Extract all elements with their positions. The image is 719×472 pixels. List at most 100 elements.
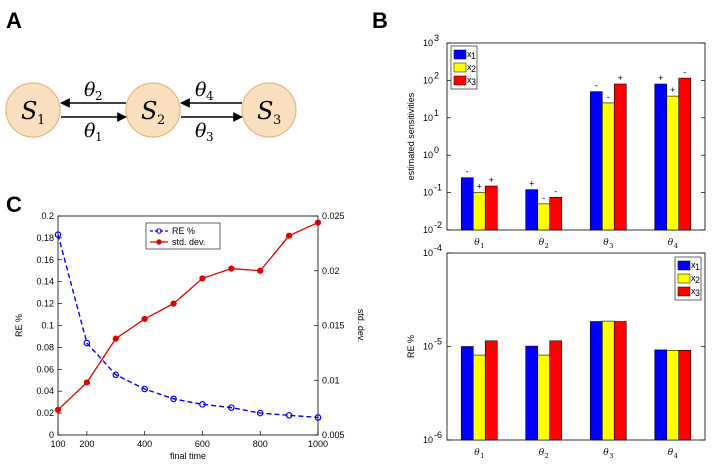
bar-x3: [678, 350, 692, 441]
data-point-re: [256, 409, 264, 417]
y-tick-label: 0.16: [36, 255, 54, 265]
bar-sign-label: -: [554, 186, 557, 196]
edge-label-theta2-subscript: 2: [95, 89, 103, 103]
x-tick-label-subscript: 2: [545, 452, 549, 460]
data-point-std-dev: [170, 300, 177, 307]
legend-label-subscript: 3: [695, 288, 700, 298]
y-tick-base: 10: [423, 342, 433, 352]
legend-label-re: RE %: [172, 226, 195, 236]
bar-x3: [484, 340, 498, 441]
y-tick-exp: -4: [434, 243, 442, 253]
y-tick-label: 0.18: [36, 233, 54, 243]
x-tick-label-symbol: θ: [474, 238, 480, 248]
bar-sign-label: +: [670, 85, 675, 95]
bar-sign-label: -: [607, 92, 610, 102]
legend-label-symbol: x: [691, 260, 696, 270]
x-tick-label-subscript: 1: [480, 242, 484, 250]
x-tick-label-symbol: θ: [668, 448, 674, 458]
legend-swatch-x2: [677, 273, 691, 284]
y-right-tick-label: 0.025: [322, 211, 345, 221]
y-right-tick-label: 0.005: [322, 430, 345, 440]
data-point-std-dev: [228, 265, 235, 272]
data-point-std-dev: [199, 275, 206, 282]
edge-label-theta1: θ 1: [84, 120, 103, 144]
x-tick-label-symbol: θ: [539, 238, 545, 248]
bar-x2: [601, 320, 615, 441]
legend-marker-std-dev: [156, 239, 162, 245]
legend-marker-re: [156, 228, 162, 234]
node-s3: S 3: [241, 82, 297, 138]
data-point-std-dev: [257, 267, 264, 274]
bar-sign-label: -: [595, 81, 598, 91]
x-tick-label-symbol: θ: [603, 238, 609, 248]
node-s1-circle: [5, 82, 61, 138]
data-point-re: [170, 395, 177, 403]
y-tick-label: 0.06: [36, 364, 54, 374]
x-tick-label: 600: [195, 439, 210, 449]
bar-x3: [549, 196, 563, 231]
bar-x2: [472, 354, 486, 441]
bar-x3: [549, 340, 563, 441]
y-tick-exp: 3: [434, 33, 439, 43]
bar-x3: [613, 321, 627, 441]
x-tick-label-symbol: θ: [474, 448, 480, 458]
panel-label-a: A: [6, 8, 22, 33]
y-axis-label: estimated sensitivities: [406, 92, 416, 180]
y-tick-base: 10: [423, 435, 433, 445]
chart-b-bottom: 10-610-510 -4RE %θ 1 θ 2 θ 3 θ 4x 1x 2x 3: [406, 243, 706, 460]
data-point-re: [54, 231, 62, 238]
y-tick-label: 0: [49, 430, 54, 440]
y-tick-exp: 0: [434, 145, 439, 155]
data-point-std-dev: [286, 232, 293, 239]
x-tick-label-symbol: θ: [668, 238, 674, 248]
bar-x3: [678, 77, 692, 231]
legend-swatch-x2: [453, 62, 467, 73]
y-tick-label: 0.14: [36, 277, 54, 287]
bar-x1: [654, 83, 668, 231]
legend-swatch-x3: [677, 286, 691, 297]
y-tick-exp: -2: [434, 220, 442, 230]
y-tick-label: 0.1: [41, 321, 54, 331]
legend-label-subscript: 2: [471, 64, 476, 74]
x-tick-label-subscript: 3: [609, 452, 613, 460]
x-tick-label-subscript: 4: [674, 242, 678, 250]
edge-label-theta3-symbol: θ: [195, 120, 207, 142]
y-tick-base: 10: [423, 150, 433, 160]
data-point-re: [83, 339, 91, 347]
bar-x2: [537, 354, 551, 441]
y-tick-exp: 1: [434, 108, 439, 118]
data-point-re: [228, 404, 235, 411]
data-point-re: [199, 401, 206, 408]
x-tick-label-symbol: θ: [539, 448, 545, 458]
y-tick-label: 0.12: [36, 299, 54, 309]
data-point-std-dev: [83, 379, 90, 386]
edge-label-theta1-symbol: θ: [84, 120, 96, 142]
legend-label-symbol: x: [467, 62, 472, 72]
y-tick-base: 10: [423, 188, 433, 198]
edge-label-theta3-subscript: 3: [206, 130, 214, 144]
bar-x1: [525, 345, 539, 441]
legend-label-symbol: x: [467, 49, 472, 59]
legend-label-subscript: 1: [471, 51, 476, 61]
data-point-std-dev: [54, 406, 62, 413]
y-tick-label: 0.02: [36, 408, 54, 418]
bar-x3: [613, 83, 627, 231]
edge-label-theta1-subscript: 1: [95, 130, 103, 144]
panel-label-b: B: [372, 8, 388, 33]
x-axis-label: final time: [170, 451, 206, 461]
edge-label-theta2-symbol: θ: [84, 79, 96, 101]
node-s1-subscript: 1: [37, 113, 45, 128]
node-s2-symbol: S: [141, 97, 157, 125]
bar-sign-label: +: [489, 175, 494, 185]
y-right-tick-label: 0.015: [322, 321, 345, 331]
chart-c: 0 0.02 0.04 0.06 0.08 0.1 0.12 0.14 0.16 0.18 0.2 0…: [14, 211, 366, 461]
y-right-tick-label: 0.01: [322, 375, 340, 385]
bar-sign-label: -: [542, 193, 545, 203]
state-diagram: S 1 S 2 S 3 θ 2 θ 1 θ 4 θ 3: [5, 79, 297, 144]
edge-label-theta4-symbol: θ: [195, 79, 207, 101]
x-tick-label: 400: [137, 439, 152, 449]
bar-sign-label: -: [683, 67, 686, 77]
y-tick-base: 10: [423, 75, 433, 85]
